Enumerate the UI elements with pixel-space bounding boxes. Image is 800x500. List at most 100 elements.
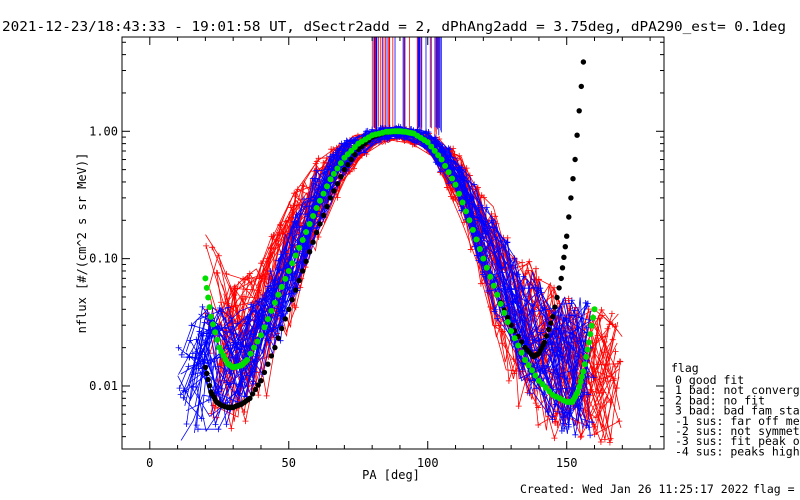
fit-point: [476, 246, 483, 252]
data-point: [471, 181, 478, 188]
fit-point: [548, 320, 554, 326]
fit-point: [345, 161, 351, 168]
fit-point: [205, 376, 211, 383]
data-point: [258, 260, 265, 267]
data-point: [614, 360, 621, 367]
data-point: [176, 385, 183, 392]
fit-point: [348, 156, 354, 163]
fit-point: [334, 181, 341, 187]
fit-point: [282, 275, 289, 282]
data-point: [193, 384, 200, 391]
data-point: [328, 146, 335, 153]
fit-point: [310, 213, 317, 219]
fit-point: [556, 285, 562, 291]
data-point: [240, 276, 247, 283]
fit-point: [331, 188, 337, 194]
fit-point: [543, 333, 550, 339]
data-layer: [175, 37, 624, 446]
data-point: [180, 394, 187, 401]
fit-point: [445, 169, 452, 176]
data-point: [338, 140, 345, 147]
data-point: [193, 422, 200, 429]
fit-point: [552, 304, 558, 310]
data-point: [552, 419, 559, 426]
fit-point: [576, 108, 582, 114]
data-point: [375, 139, 382, 146]
data-point: [212, 421, 219, 428]
data-point: [515, 403, 522, 410]
legend-entry: -3 sus: fit peak off 9: [675, 434, 800, 448]
data-point: [431, 134, 438, 141]
fit-point: [449, 175, 456, 182]
data-point: [229, 317, 236, 324]
data-point: [592, 414, 599, 421]
fit-point: [591, 306, 598, 313]
fit-point: [206, 304, 213, 311]
fit-point: [330, 170, 337, 177]
fit-point: [577, 378, 584, 385]
fit-point: [435, 152, 442, 159]
fit-point: [483, 264, 490, 271]
data-point: [201, 319, 208, 326]
data-point: [277, 296, 284, 303]
fit-point: [518, 339, 525, 345]
x-axis-ticks: 0 50 100 150: [146, 37, 651, 470]
data-point: [425, 129, 432, 136]
fit-point: [574, 388, 581, 395]
data-point: [185, 363, 192, 370]
fit-point: [255, 382, 261, 388]
data-point: [231, 292, 238, 299]
data-point: [299, 182, 306, 189]
data-point: [612, 363, 619, 370]
data-point: [510, 356, 517, 363]
data-point: [249, 300, 256, 307]
data-point: [505, 377, 512, 384]
data-point: [477, 280, 484, 287]
data-point: [601, 436, 608, 443]
data-point: [520, 273, 527, 280]
fit-point: [293, 287, 299, 293]
data-point: [241, 393, 248, 400]
fit-point: [272, 344, 278, 351]
data-point: [194, 426, 201, 433]
fit-point: [258, 332, 264, 339]
fit-point: [278, 283, 285, 290]
fit-point: [296, 244, 303, 251]
data-point: [241, 408, 248, 415]
fit-point: [320, 190, 327, 197]
data-point: [177, 391, 184, 398]
data-point: [588, 419, 595, 426]
data-point: [488, 217, 495, 224]
data-point: [574, 338, 581, 345]
data-point: [551, 284, 558, 291]
data-point: [255, 392, 262, 399]
fit-point: [247, 395, 253, 401]
fit-point: [261, 369, 268, 376]
data-point: [330, 154, 337, 161]
fit-point: [252, 386, 259, 393]
fit-point: [541, 339, 548, 346]
fit-point: [249, 391, 256, 397]
data-point: [315, 233, 322, 240]
data-point: [259, 296, 266, 303]
fit-point: [576, 383, 583, 390]
fit-point: [292, 252, 299, 259]
fit-point: [275, 335, 281, 341]
fit-point: [574, 132, 580, 138]
data-point: [575, 402, 582, 409]
data-point: [327, 153, 334, 160]
data-point: [607, 399, 614, 406]
fit-point: [206, 383, 213, 389]
data-point: [293, 219, 300, 226]
fit-point: [546, 326, 552, 333]
fit-point: [261, 324, 268, 331]
data-point: [609, 336, 616, 343]
fit-point: [473, 236, 480, 243]
fit-point: [518, 349, 525, 356]
fit-point: [258, 378, 264, 384]
fit-point: [296, 277, 302, 284]
data-point: [565, 423, 572, 430]
data-point: [232, 354, 239, 361]
fit-point: [268, 307, 275, 314]
data-point: [312, 160, 319, 167]
